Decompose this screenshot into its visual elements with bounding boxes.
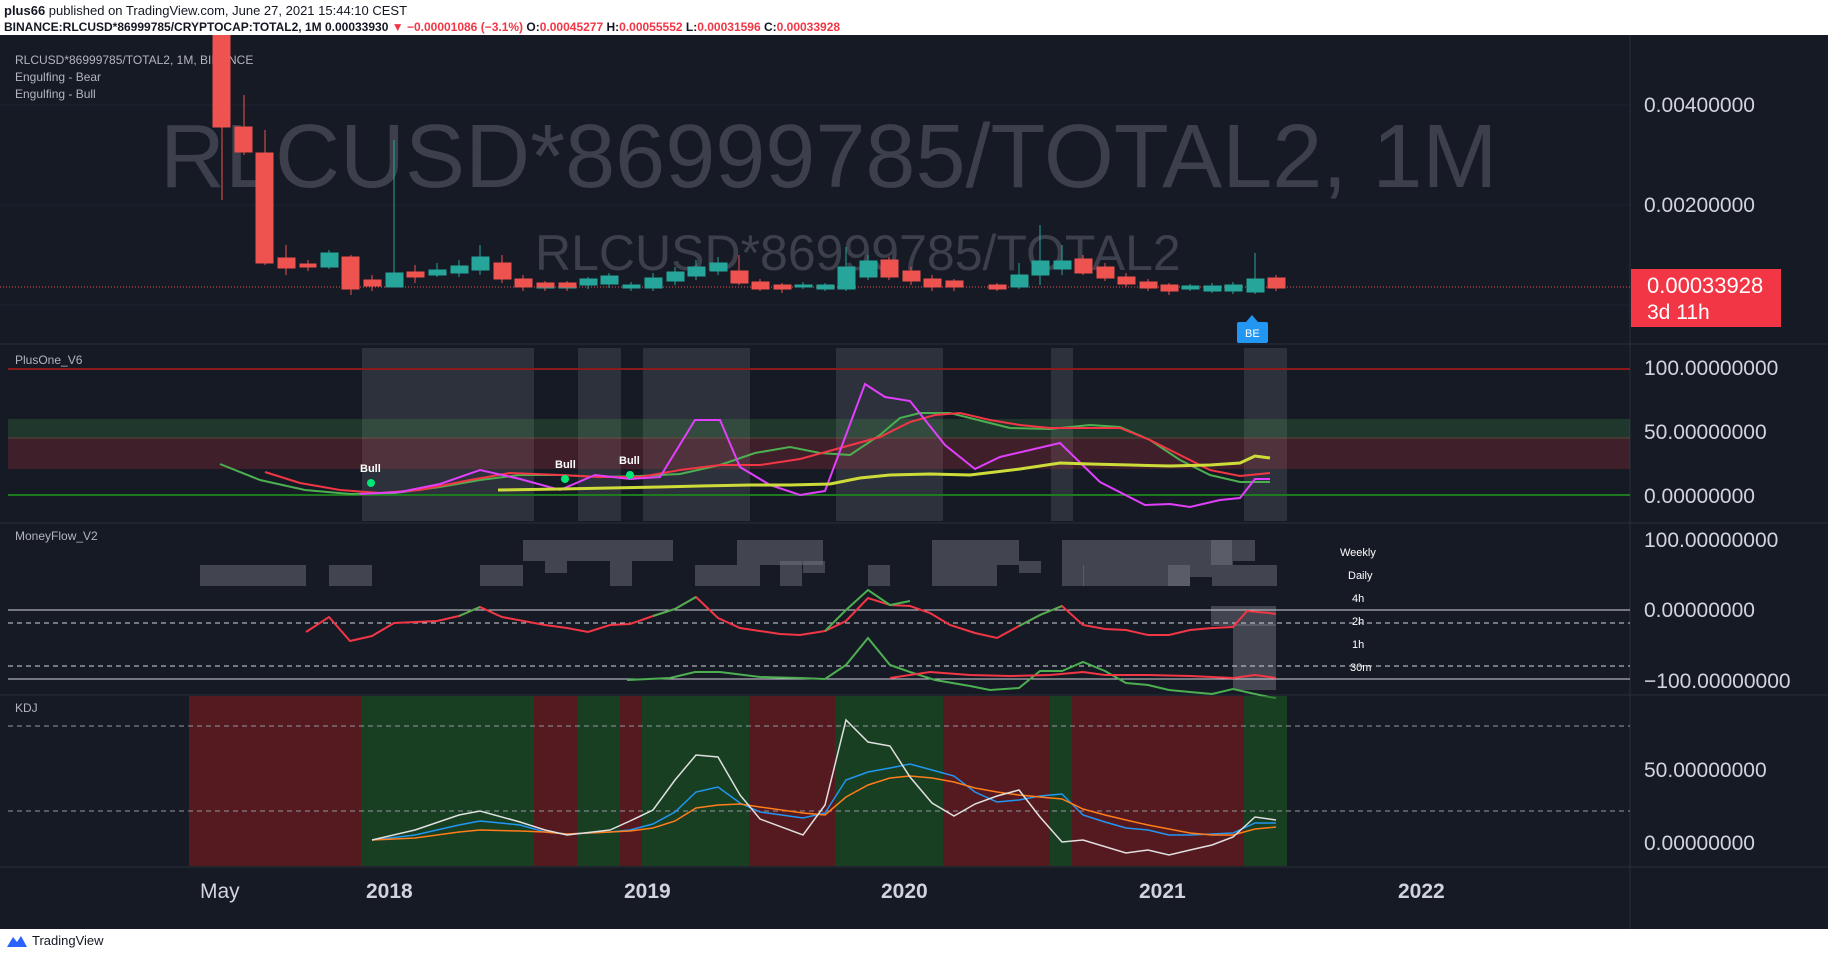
moneyflow-4h-line bbox=[626, 636, 1277, 699]
publisher-name[interactable]: plus66 bbox=[4, 3, 46, 18]
tf-4h: 4h bbox=[1352, 593, 1364, 605]
moneyflow-daily-line bbox=[305, 595, 1277, 643]
indicator-engulfing-bull[interactable]: Engulfing - Bull bbox=[15, 87, 96, 101]
tradingview-logo[interactable]: TradingView bbox=[6, 933, 104, 948]
candlesticks bbox=[212, 34, 1286, 295]
down-triangle-icon: ▼ bbox=[391, 20, 404, 34]
time-label-2018: 2018 bbox=[366, 880, 413, 903]
main-watermark: RLCUSD*86999785/TOTAL2, 1M bbox=[160, 107, 1497, 207]
high-value: 0.00055552 bbox=[619, 20, 683, 34]
time-label-may: May bbox=[200, 880, 240, 903]
indicator-engulfing-bear[interactable]: Engulfing - Bear bbox=[15, 70, 101, 84]
current-price: 0.00033928 bbox=[1647, 273, 1763, 298]
bull-signal-dot bbox=[367, 479, 375, 487]
open-label: O: bbox=[526, 20, 540, 34]
tf-daily: Daily bbox=[1348, 570, 1373, 582]
price-label-1: 0.00200000 bbox=[1644, 194, 1755, 217]
chart-svg[interactable]: RLCUSD*86999785/TOTAL2, 1M RLCUSD*869997… bbox=[0, 34, 1828, 929]
moneyflow-label-0: 100.00000000 bbox=[1644, 529, 1778, 552]
kdj-label-0: 50.00000000 bbox=[1644, 759, 1767, 782]
kdj-title[interactable]: KDJ bbox=[15, 701, 38, 715]
moneyflow-title[interactable]: MoneyFlow_V2 bbox=[15, 529, 98, 543]
tf-2h: 2h bbox=[1352, 616, 1364, 628]
plusone-title[interactable]: PlusOne_V6 bbox=[15, 353, 83, 367]
low-value: 0.00031596 bbox=[697, 20, 761, 34]
plusone-label-0: 100.00000000 bbox=[1644, 357, 1778, 380]
last-price: 0.00033930 bbox=[324, 20, 389, 34]
time-label-2020: 2020 bbox=[881, 880, 928, 903]
footer-brand: TradingView bbox=[32, 933, 104, 948]
bull-signal-dot bbox=[561, 475, 569, 483]
price-label-0: 0.00400000 bbox=[1644, 94, 1755, 117]
bull-signal-label-1: Bull bbox=[555, 459, 576, 471]
publish-header: plus66 published on TradingView.com, Jun… bbox=[0, 0, 1828, 34]
high-label: H: bbox=[606, 20, 620, 34]
candle bbox=[212, 34, 317, 275]
tradingview-icon bbox=[7, 935, 27, 947]
close-label: C: bbox=[763, 20, 777, 34]
tf-1h: 1h bbox=[1352, 639, 1364, 651]
open-value: 0.00045277 bbox=[539, 20, 604, 34]
tf-weekly: Weekly bbox=[1340, 547, 1376, 559]
publish-line: plus66 published on TradingView.com, Jun… bbox=[4, 3, 407, 18]
tf-30m: 30m bbox=[1350, 662, 1371, 674]
moneyflow-label-1: 0.00000000 bbox=[1644, 599, 1755, 622]
close-value: 0.00033928 bbox=[776, 20, 841, 34]
bear-badge-label: BE bbox=[1245, 328, 1260, 340]
current-price-box bbox=[1631, 269, 1781, 327]
bull-signal-label-0: Bull bbox=[360, 463, 381, 475]
low-label: L: bbox=[685, 20, 698, 34]
moneyflow-1h-line bbox=[889, 670, 1277, 680]
price-change: −0.00001086 (−3.1%) bbox=[406, 20, 524, 34]
plusone-yellow-line bbox=[497, 454, 1271, 492]
chart-area[interactable]: RLCUSD*86999785/TOTAL2, 1M RLCUSD*869997… bbox=[0, 34, 1828, 929]
bull-signal-dot bbox=[626, 471, 634, 479]
published-text: published on TradingView.com, June 27, 2… bbox=[45, 3, 408, 18]
plusone-label-2: 0.00000000 bbox=[1644, 485, 1755, 508]
engulfing-bear-marker[interactable]: BE bbox=[1237, 315, 1268, 343]
time-label-2021: 2021 bbox=[1139, 880, 1186, 903]
moneyflow-weekly-segments bbox=[458, 588, 1063, 632]
bar-countdown: 3d 11h bbox=[1647, 301, 1710, 324]
kdj-label-1: 0.00000000 bbox=[1644, 832, 1755, 855]
symbol-name: BINANCE:RLCUSD*86999785/CRYPTOCAP:TOTAL2… bbox=[4, 20, 322, 34]
ohlc-line: BINANCE:RLCUSD*86999785/CRYPTOCAP:TOTAL2… bbox=[4, 20, 840, 34]
time-label-2019: 2019 bbox=[624, 880, 671, 903]
moneyflow-label-2: −100.00000000 bbox=[1644, 670, 1791, 693]
footer: TradingView bbox=[0, 929, 1828, 954]
plusone-label-1: 50.00000000 bbox=[1644, 421, 1767, 444]
bull-signal-label-2: Bull bbox=[619, 455, 640, 467]
time-label-2022: 2022 bbox=[1398, 880, 1445, 903]
plusone-red-line bbox=[264, 411, 1271, 495]
main-watermark-small: RLCUSD*86999785/TOTAL2 bbox=[535, 225, 1181, 281]
kdj-j-line bbox=[371, 718, 1277, 856]
main-legend-title: RLCUSD*86999785/TOTAL2, 1M, BINANCE bbox=[15, 53, 253, 67]
